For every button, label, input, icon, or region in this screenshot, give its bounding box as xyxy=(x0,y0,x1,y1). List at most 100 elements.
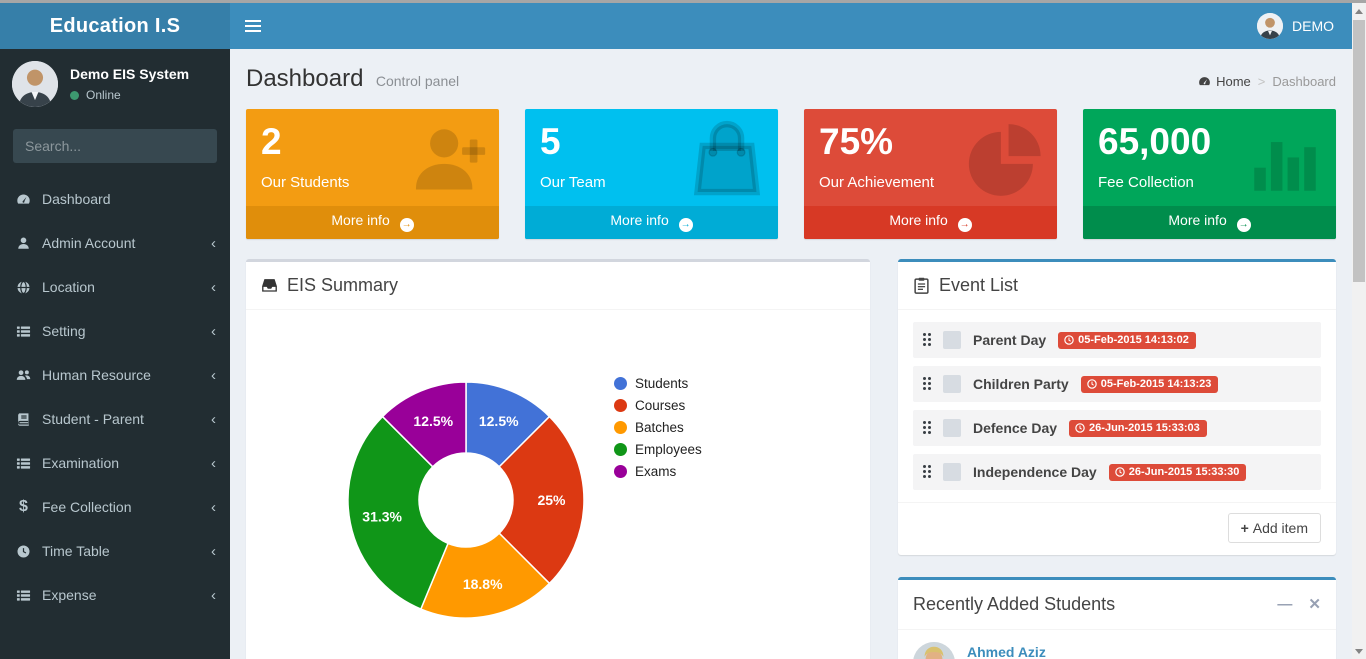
sidebar-item-examination[interactable]: Examination ‹ xyxy=(0,441,230,485)
search-input[interactable] xyxy=(13,129,217,163)
add-item-button[interactable]: + Add item xyxy=(1227,513,1321,543)
arrow-circle-right-icon: → xyxy=(678,218,693,232)
page-subtitle: Control panel xyxy=(375,73,460,89)
clock-icon xyxy=(1086,378,1097,389)
chart-legend: Students Courses Batches Employees Exams xyxy=(614,370,702,630)
chevron-left-icon: ‹ xyxy=(211,234,216,252)
navbar-user-menu[interactable]: DEMO xyxy=(1239,3,1352,49)
legend-swatch-icon xyxy=(614,421,627,434)
sidebar-item-fee-collection[interactable]: $ Fee Collection ‹ xyxy=(0,485,230,529)
info-box-value: 75% xyxy=(819,121,894,162)
more-info-link[interactable]: More info → xyxy=(246,206,499,239)
inbox-icon xyxy=(262,279,277,292)
sidebar-item-dashboard[interactable]: Dashboard xyxy=(0,177,230,221)
hamburger-icon xyxy=(245,30,261,32)
scrollbar-up-button[interactable] xyxy=(1352,3,1366,19)
navbar-user-name: DEMO xyxy=(1292,18,1334,34)
chevron-left-icon: ‹ xyxy=(211,498,216,516)
user-plus-icon xyxy=(415,129,486,190)
legend-item-students: Students xyxy=(614,376,702,391)
legend-swatch-icon xyxy=(614,465,627,478)
event-name: Children Party xyxy=(973,376,1069,392)
drag-handle-icon[interactable] xyxy=(923,420,933,436)
content-area: Dashboard Control panel Home > Dashboard… xyxy=(230,49,1352,659)
student-name-link[interactable]: Ahmed Aziz xyxy=(967,644,1046,659)
drag-handle-icon[interactable] xyxy=(923,376,933,392)
info-box-achievement: 75% Our Achievement More info → xyxy=(804,109,1057,239)
info-box-students: 2 Our Students More info → xyxy=(246,109,499,239)
breadcrumb-home-link[interactable]: Home xyxy=(1198,74,1251,89)
info-box-fee: 65,000 Fee Collection More info → xyxy=(1083,109,1336,239)
legend-swatch-icon xyxy=(614,399,627,412)
sidebar-user-panel: Demo EIS System Online xyxy=(0,49,230,119)
list-icon xyxy=(16,589,31,601)
event-checkbox[interactable] xyxy=(943,419,961,437)
eis-summary-panel: EIS Summary 12.5% 25% 18.8% 31.3% 12.5% Stud… xyxy=(246,259,870,659)
content-header: Dashboard Control panel Home > Dashboard xyxy=(246,65,1336,93)
chevron-left-icon: ‹ xyxy=(211,454,216,472)
pie-chart-icon xyxy=(968,124,1041,196)
brand-logo[interactable]: Education I.S xyxy=(0,3,230,49)
drag-handle-icon[interactable] xyxy=(923,332,933,348)
close-icon[interactable]: ✕ xyxy=(1308,596,1321,613)
sidebar-item-label: Examination xyxy=(42,455,120,471)
sidebar-item-admin-account[interactable]: Admin Account ‹ xyxy=(0,221,230,265)
more-info-link[interactable]: More info → xyxy=(525,206,778,239)
arrow-circle-right-icon: → xyxy=(957,218,972,232)
recent-students-list: Ahmed Aziz IES-STD-2, 05-Nov-2010, Male,… xyxy=(898,630,1336,659)
book-icon xyxy=(18,412,29,426)
student-item: Ahmed Aziz IES-STD-2, 05-Nov-2010, Male,… xyxy=(913,642,1321,659)
window-top-edge xyxy=(0,0,1366,3)
sidebar-toggle-button[interactable] xyxy=(230,3,276,49)
legend-label: Students xyxy=(635,376,689,391)
sidebar-item-location[interactable]: Location ‹ xyxy=(0,265,230,309)
legend-label: Exams xyxy=(635,464,677,479)
event-item: Children Party 05-Feb-2015 14:13:23 xyxy=(913,366,1321,402)
event-checkbox[interactable] xyxy=(943,463,961,481)
online-status-label: Online xyxy=(86,88,121,102)
sidebar-item-expense[interactable]: Expense ‹ xyxy=(0,573,230,617)
list-icon xyxy=(16,457,31,469)
gauge-icon xyxy=(1199,77,1210,86)
sidebar-item-label: Human Resource xyxy=(42,367,151,383)
drag-handle-icon[interactable] xyxy=(923,464,933,480)
panel-title: Recently Added Students xyxy=(913,594,1116,614)
sidebar-item-time-table[interactable]: Time Table ‹ xyxy=(0,529,230,573)
more-info-label: More info xyxy=(1168,212,1227,228)
plus-icon: + xyxy=(1240,520,1249,536)
scrollbar-down-button[interactable] xyxy=(1352,643,1366,659)
shopping-bag-icon xyxy=(693,120,761,196)
hamburger-icon xyxy=(245,25,261,27)
scrollbar-thumb[interactable] xyxy=(1353,20,1365,282)
sidebar-item-setting[interactable]: Setting ‹ xyxy=(0,309,230,353)
chevron-left-icon: ‹ xyxy=(211,366,216,384)
sidebar-item-label: Time Table xyxy=(42,543,110,559)
sidebar-item-label: Student - Parent xyxy=(42,411,144,427)
chevron-left-icon: ‹ xyxy=(211,410,216,428)
user-status: Online xyxy=(70,88,189,102)
sidebar-item-student-parent[interactable]: Student - Parent ‹ xyxy=(0,397,230,441)
legend-swatch-icon xyxy=(614,443,627,456)
event-checkbox[interactable] xyxy=(943,375,961,393)
more-info-link[interactable]: More info → xyxy=(804,206,1057,239)
sidebar-item-human-resource[interactable]: Human Resource ‹ xyxy=(0,353,230,397)
more-info-label: More info xyxy=(889,212,948,228)
page-scrollbar[interactable] xyxy=(1352,3,1366,659)
top-navbar: DEMO xyxy=(230,3,1352,49)
event-item: Parent Day 05-Feb-2015 14:13:02 xyxy=(913,322,1321,358)
donut-slice-courses xyxy=(498,415,585,585)
panel-title: EIS Summary xyxy=(287,275,399,295)
online-status-icon xyxy=(70,90,79,100)
sidebar-item-label: Setting xyxy=(42,323,86,339)
donut-slice-batches xyxy=(419,532,551,619)
legend-label: Employees xyxy=(635,442,702,457)
event-time-badge: 26-Jun-2015 15:33:30 xyxy=(1108,463,1247,481)
collapse-icon[interactable]: — xyxy=(1277,596,1293,613)
donut-percent-label: 25% xyxy=(537,492,566,508)
event-checkbox[interactable] xyxy=(943,331,961,349)
more-info-link[interactable]: More info → xyxy=(1083,206,1336,239)
eis-chart: 12.5% 25% 18.8% 31.3% 12.5% Students Courses B… xyxy=(246,310,870,630)
sidebar-menu: Dashboard Admin Account ‹ Location ‹ Set… xyxy=(0,177,230,617)
more-info-label: More info xyxy=(610,212,669,228)
